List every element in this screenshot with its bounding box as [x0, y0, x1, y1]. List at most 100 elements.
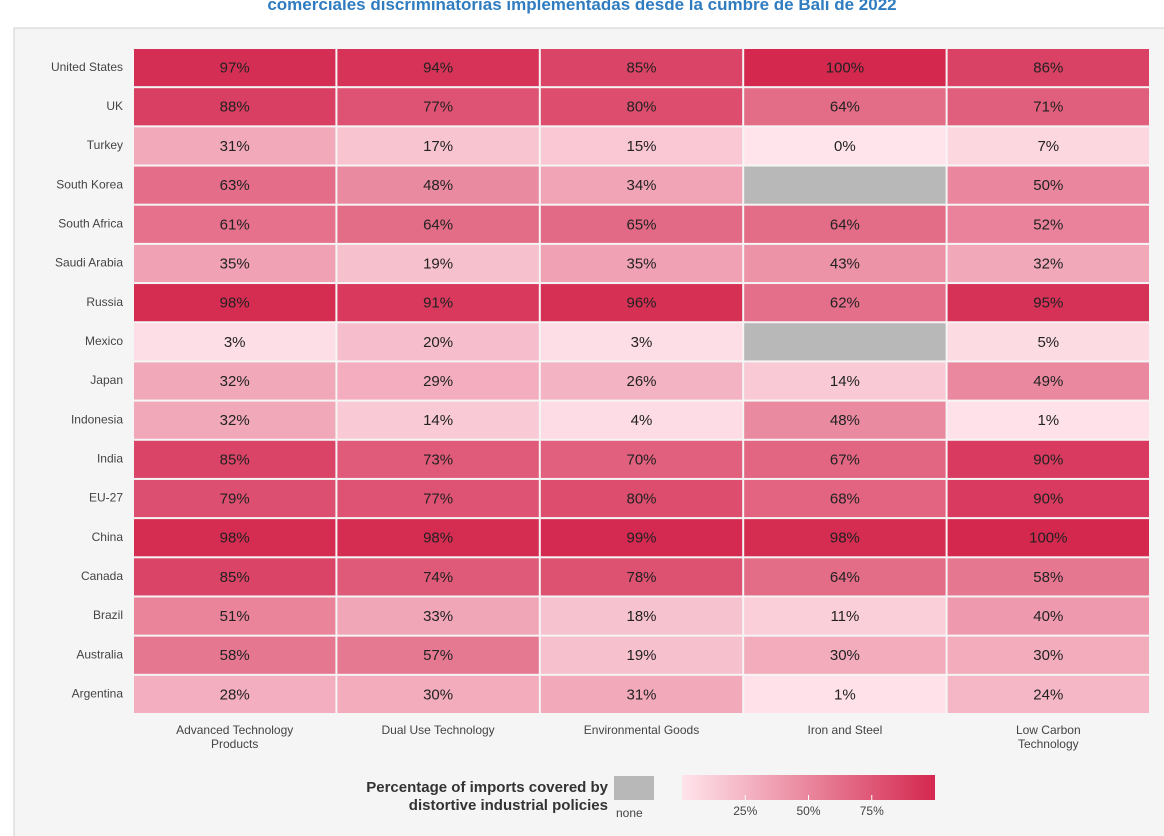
cell-label: 33% [423, 608, 453, 625]
heat-cell [134, 479, 336, 518]
y-tick-label: United States [51, 60, 123, 74]
y-tick-label: Japan [90, 373, 123, 387]
cell-label: 5% [1037, 334, 1059, 351]
cell-label: 80% [626, 99, 656, 116]
cell-label: 30% [830, 647, 860, 664]
cell-label: 95% [1033, 295, 1063, 312]
heat-cell [947, 597, 1149, 635]
y-tick-label: China [92, 530, 124, 544]
heat-cell [337, 401, 539, 439]
legend-none-swatch [614, 776, 654, 800]
cell-label: 57% [423, 647, 453, 664]
heat-cell [134, 88, 336, 126]
heat-cell [947, 479, 1149, 518]
cell-label: 80% [626, 490, 656, 507]
heat-cell [744, 440, 946, 478]
heat-cell [744, 244, 946, 283]
cell-label: 4% [631, 412, 653, 429]
heat-cell [540, 244, 743, 283]
heat-cell [744, 362, 946, 400]
cell-label: 24% [1033, 686, 1063, 703]
cell-label: 98% [220, 530, 250, 547]
heat-cell [947, 636, 1149, 674]
y-tick-label: South Africa [58, 216, 123, 230]
cell-label: 40% [1033, 608, 1063, 625]
heat-cell [134, 284, 336, 322]
heat-cell [947, 205, 1149, 243]
heat-cell [337, 166, 539, 204]
y-tick-label: Argentina [72, 687, 124, 701]
heat-cell [744, 284, 946, 322]
heat-cell [947, 323, 1149, 361]
cell-label: 98% [220, 295, 250, 312]
cell-label: 98% [830, 530, 860, 547]
x-tick-label: Advanced Technology Products [176, 723, 294, 751]
heat-cell [947, 362, 1149, 400]
heat-cell [540, 675, 743, 713]
colorbar-tick-label: 25% [733, 804, 757, 818]
heat-cell [337, 636, 539, 674]
cell-label: 58% [220, 647, 250, 664]
heat-cell [540, 440, 743, 478]
cell-label: 14% [830, 373, 860, 390]
x-tick-label: Environmental Goods [583, 723, 700, 737]
heat-cell [540, 597, 743, 635]
heat-cell [744, 166, 946, 204]
cell-label: 31% [626, 686, 656, 703]
cell-label: 52% [1033, 216, 1063, 233]
cell-label: 48% [423, 177, 453, 194]
cell-label: 64% [830, 216, 860, 233]
cell-label: 68% [830, 490, 860, 507]
cell-label: 35% [220, 255, 250, 272]
cell-label: 64% [830, 569, 860, 586]
y-tick-label: EU-27 [89, 491, 123, 505]
heat-cell [540, 558, 743, 596]
heat-cell [337, 127, 539, 165]
legend-title: Percentage of imports covered by distort… [366, 779, 608, 814]
heat-cell [744, 519, 946, 557]
y-tick-label: Saudi Arabia [55, 256, 123, 270]
heat-cell [947, 244, 1149, 283]
cell-label: 49% [1033, 373, 1063, 390]
heat-cell [540, 205, 743, 243]
cell-label: 32% [1033, 255, 1063, 272]
heat-cell [744, 479, 946, 518]
y-tick-label: Turkey [87, 138, 123, 152]
heat-cell [744, 323, 946, 361]
cell-label: 28% [220, 686, 250, 703]
cell-label: 14% [423, 412, 453, 429]
heat-cell [337, 558, 539, 596]
cell-label: 63% [220, 177, 250, 194]
cell-label: 65% [626, 216, 656, 233]
heat-cell [947, 49, 1149, 87]
heat-cell [947, 166, 1149, 204]
cell-label: 67% [830, 451, 860, 468]
cell-label: 73% [423, 451, 453, 468]
cell-label: 61% [220, 216, 250, 233]
cell-label: 15% [626, 138, 656, 155]
cell-label: 90% [1033, 451, 1063, 468]
cell-label: 70% [626, 451, 656, 468]
cell-label: 99% [626, 530, 656, 547]
y-tick-label: Brazil [93, 608, 123, 622]
cell-label: 78% [626, 569, 656, 586]
cell-label: 64% [423, 216, 453, 233]
cell-label: 48% [830, 412, 860, 429]
y-tick-label: Mexico [85, 334, 123, 348]
cell-label: 7% [1037, 138, 1059, 155]
cell-label: 62% [830, 295, 860, 312]
cell-label: 64% [830, 99, 860, 116]
cell-label: 96% [626, 295, 656, 312]
cell-label: 58% [1033, 569, 1063, 586]
y-tick-label: Canada [81, 569, 123, 583]
cell-label: 77% [423, 99, 453, 116]
heat-cell [744, 675, 946, 713]
cell-label: 30% [1033, 647, 1063, 664]
heat-cell [540, 479, 743, 518]
heat-cell [337, 88, 539, 126]
cell-label: 85% [626, 60, 656, 77]
heat-cell [134, 558, 336, 596]
y-tick-label: India [97, 452, 123, 466]
